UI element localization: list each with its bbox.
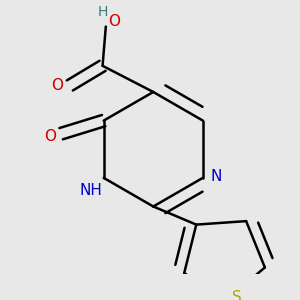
Text: NH: NH [79, 183, 102, 198]
Text: H: H [98, 5, 108, 19]
Text: N: N [210, 169, 222, 184]
Text: O: O [51, 78, 63, 93]
Text: S: S [232, 290, 241, 300]
Text: O: O [44, 130, 56, 145]
Text: O: O [108, 14, 120, 29]
